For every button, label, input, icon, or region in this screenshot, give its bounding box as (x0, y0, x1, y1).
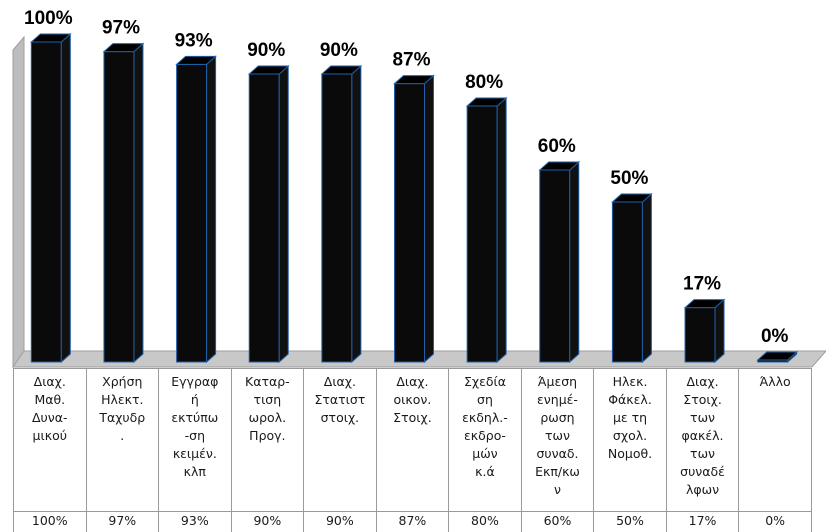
value-label-4: 90% (320, 40, 358, 61)
category-value-10: 0% (739, 512, 812, 532)
bar-side-2 (207, 56, 216, 362)
category-label-5: Διαχ. οικον. Στοιχ. (376, 369, 449, 512)
category-label-4: Διαχ. Στατιστ στοιχ. (304, 369, 377, 512)
bar-front-1 (104, 52, 134, 362)
bar-front-3 (249, 74, 279, 362)
category-label-7: Άμεση ενημέ- ρωση των συναδ. Εκπ/κω ν (521, 369, 594, 512)
bar-side-4 (352, 66, 361, 362)
category-label-9: Διαχ. Στοιχ. των φακέλ. των συναδέ λφων (666, 369, 739, 512)
category-label-3: Καταρ- τιση ωρολ. Προγ. (231, 369, 304, 512)
category-value-8: 50% (594, 512, 667, 532)
bar-front-8 (612, 202, 642, 362)
value-label-1: 97% (102, 18, 140, 39)
value-label-10: 0% (761, 326, 789, 347)
category-label-1: Χρήση Ηλεκτ. Ταχυδρ . (86, 369, 159, 512)
bar-front-6 (467, 106, 497, 362)
category-value-6: 80% (449, 512, 522, 532)
bar-9 (685, 300, 724, 362)
category-label-6: Σχεδία ση εκδηλ.- εκδρο- μών κ.ά (449, 369, 522, 512)
bar-chart: 100% 97% 93% 90% 90% 87% 80% 60% 50% 17% 0% (0, 0, 826, 368)
value-label-5: 87% (392, 50, 430, 71)
value-label-2: 93% (175, 30, 213, 51)
value-label-6: 80% (465, 72, 503, 93)
value-label-0: 100% (24, 8, 73, 29)
value-label-9: 17% (683, 274, 721, 295)
bar-side-3 (279, 66, 288, 362)
bar-front-9 (685, 308, 715, 362)
category-value-1: 97% (86, 512, 159, 532)
bar-3 (249, 66, 288, 362)
category-value-3: 90% (231, 512, 304, 532)
bar-front-7 (540, 170, 570, 362)
bar-front-5 (395, 84, 425, 362)
bar-front-2 (177, 64, 207, 362)
category-value-0: 100% (14, 512, 87, 532)
category-value-2: 93% (159, 512, 232, 532)
value-label-8: 50% (610, 168, 648, 189)
bar-4 (322, 66, 361, 362)
bar-side-0 (61, 34, 70, 362)
value-label-7: 60% (538, 136, 576, 157)
value-label-3: 90% (247, 40, 285, 61)
bar-1 (104, 44, 143, 362)
bar-2 (177, 56, 216, 362)
bar-side-9 (715, 300, 724, 362)
category-label-8: Ηλεκ. Φάκελ. με τη σχολ. Νομοθ. (594, 369, 667, 512)
bar-front-4 (322, 74, 352, 362)
bar-side-7 (570, 162, 579, 362)
bar-front-0 (31, 42, 61, 362)
category-label-0: Διαχ. Μαθ. Δυνα- μικού (14, 369, 87, 512)
category-value-5: 87% (376, 512, 449, 532)
bar-side-1 (134, 44, 143, 362)
category-label-10: Άλλο (739, 369, 812, 512)
category-label-2: Εγγραφ ή εκτύπω -ση κειμέν. κλπ (159, 369, 232, 512)
bar-6 (467, 98, 506, 362)
bar-5 (395, 76, 434, 362)
category-value-9: 17% (666, 512, 739, 532)
bar-7 (540, 162, 579, 362)
bar-side-8 (642, 194, 651, 362)
category-value-7: 60% (521, 512, 594, 532)
category-values-row: 100%97%93%90%90%87%80%60%50%17%0% (14, 512, 812, 532)
bar-side-5 (425, 76, 434, 362)
category-value-4: 90% (304, 512, 377, 532)
bar-8 (612, 194, 651, 362)
chart-back-wall (13, 37, 24, 367)
bar-0 (31, 34, 70, 362)
bars-group (31, 34, 796, 362)
bar-side-6 (497, 98, 506, 362)
